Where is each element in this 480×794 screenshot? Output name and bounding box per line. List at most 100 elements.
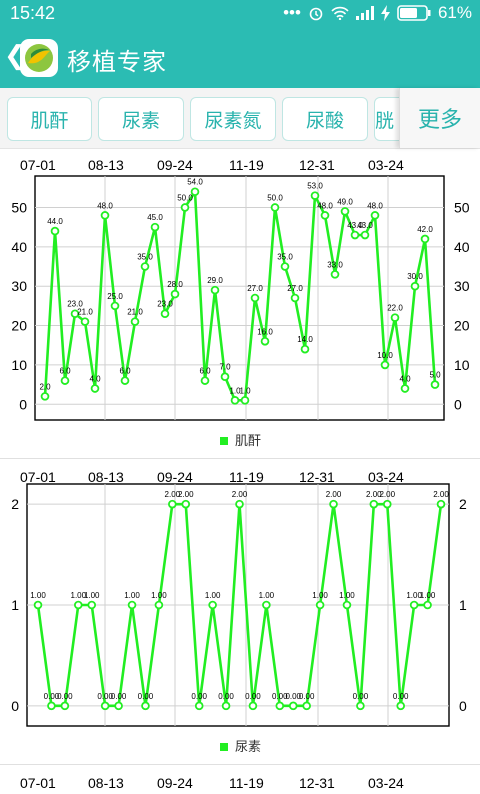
- data-label: 28.0: [167, 280, 183, 289]
- data-label: 2.00: [379, 490, 395, 499]
- data-label: 1.00: [71, 591, 87, 600]
- y-tick-label-right: 2: [459, 496, 467, 512]
- y-tick-label-right: 0: [454, 396, 462, 412]
- data-point: [340, 207, 350, 216]
- data-point: [250, 293, 260, 303]
- data-label: 44.0: [47, 217, 63, 226]
- date-axis-label: 07-01: [20, 469, 56, 485]
- data-point: [150, 222, 160, 232]
- data-label: 6.0: [119, 367, 131, 376]
- data-point: [370, 211, 380, 220]
- data-point: [110, 301, 120, 311]
- data-point: [330, 270, 340, 279]
- battery-percent: 61%: [437, 3, 472, 22]
- data-label: 25.0: [107, 292, 123, 301]
- y-tick-label-right: 20: [454, 318, 470, 334]
- data-label: 43.0: [347, 221, 363, 230]
- alarm-icon: [309, 7, 323, 21]
- data-point: [60, 376, 70, 385]
- data-point: [390, 313, 400, 322]
- data-point: [262, 600, 271, 610]
- date-axis-label: 03-24: [368, 469, 404, 485]
- urea-chart: 07-01 08-13 09-24 11-19 12-31 03-24 0 0 1 1 2 2 1.00…: [0, 460, 480, 764]
- data-point: [423, 600, 432, 610]
- y-tick-label-left: 0: [11, 698, 19, 714]
- data-point: [60, 701, 70, 711]
- tab-creatinine[interactable]: 肌酐: [7, 97, 92, 141]
- divider: [0, 764, 480, 765]
- data-label: 2.0: [39, 382, 51, 391]
- data-label: 33.0: [327, 260, 343, 269]
- more-button[interactable]: 更多: [399, 88, 480, 148]
- data-point: [260, 336, 270, 346]
- data-point: [210, 285, 220, 295]
- divider: [0, 458, 480, 459]
- data-label: 35.0: [137, 253, 153, 262]
- data-label: 2.00: [433, 490, 449, 499]
- data-label: 0.00: [393, 692, 409, 701]
- data-label: 1.0: [239, 386, 251, 395]
- data-point: [33, 600, 43, 610]
- tab-urea[interactable]: 尿素: [98, 97, 184, 141]
- data-point: [130, 317, 140, 326]
- data-point: [220, 372, 230, 382]
- date-axis-label: 11-19: [229, 469, 264, 485]
- data-point: [180, 203, 190, 212]
- data-label: 21.0: [127, 308, 143, 317]
- y-tick-label-left: 2: [11, 496, 19, 512]
- data-label: 0.00: [111, 692, 127, 701]
- data-label: 30.0: [407, 272, 423, 281]
- data-point: [181, 499, 191, 509]
- data-point: [280, 262, 290, 271]
- data-point: [350, 230, 360, 240]
- data-point: [380, 360, 390, 370]
- data-label: 0.00: [353, 692, 369, 701]
- data-label: 0.00: [218, 692, 234, 701]
- data-point: [190, 187, 200, 197]
- notification-dots: •••: [283, 3, 301, 22]
- data-label: 22.0: [387, 304, 403, 313]
- data-label: 5.0: [429, 371, 441, 380]
- data-label: 54.0: [187, 178, 203, 187]
- data-label: 2.00: [326, 490, 342, 499]
- legend-label: 尿素: [235, 739, 261, 754]
- data-label: 2.00: [232, 490, 248, 499]
- y-tick-label-right: 40: [454, 239, 470, 255]
- data-point: [420, 234, 430, 244]
- data-point: [396, 701, 406, 711]
- y-tick-label-left: 20: [11, 318, 27, 334]
- more-label: 更多: [417, 108, 462, 133]
- data-label: 0.00: [191, 692, 207, 701]
- data-label: 42.0: [417, 225, 433, 234]
- data-label: 0.00: [57, 692, 73, 701]
- data-point: [50, 226, 60, 236]
- data-label: 0.00: [138, 692, 154, 701]
- urea-line-chart: 07-01 08-13 09-24 11-19 12-31 03-24 0 0 1 1 2 2 1.00…: [11, 469, 467, 754]
- data-point: [275, 701, 285, 711]
- y-tick-label-left: 50: [11, 199, 27, 215]
- y-tick-label-left: 30: [11, 278, 27, 294]
- data-point: [300, 344, 310, 354]
- data-point: [120, 376, 130, 385]
- y-tick-label-right: 50: [454, 199, 470, 215]
- data-point: [160, 309, 170, 319]
- data-label: 29.0: [207, 276, 223, 285]
- y-tick-label-right: 1: [459, 597, 467, 613]
- data-point: [356, 701, 365, 711]
- data-point: [40, 392, 50, 401]
- status-icons: ••• 61%: [283, 3, 472, 23]
- data-point: [360, 230, 370, 240]
- date-axis-label: 08-13: [88, 469, 124, 485]
- data-point: [80, 317, 90, 326]
- data-label: 1.00: [406, 591, 422, 600]
- data-label: 0.00: [299, 692, 315, 701]
- legend-swatch: [220, 743, 228, 751]
- data-label: 23.0: [157, 300, 173, 309]
- tab-urea-nitrogen[interactable]: 尿素氮: [190, 97, 276, 141]
- next-chart: 07-01 08-13 09-24 11-19 12-31 03-24: [0, 766, 480, 791]
- battery-icon: [397, 5, 431, 21]
- data-point: [315, 600, 325, 610]
- data-point: [288, 701, 298, 711]
- tab-uric-acid[interactable]: 尿酸: [282, 97, 368, 141]
- signal-icon: [355, 6, 374, 20]
